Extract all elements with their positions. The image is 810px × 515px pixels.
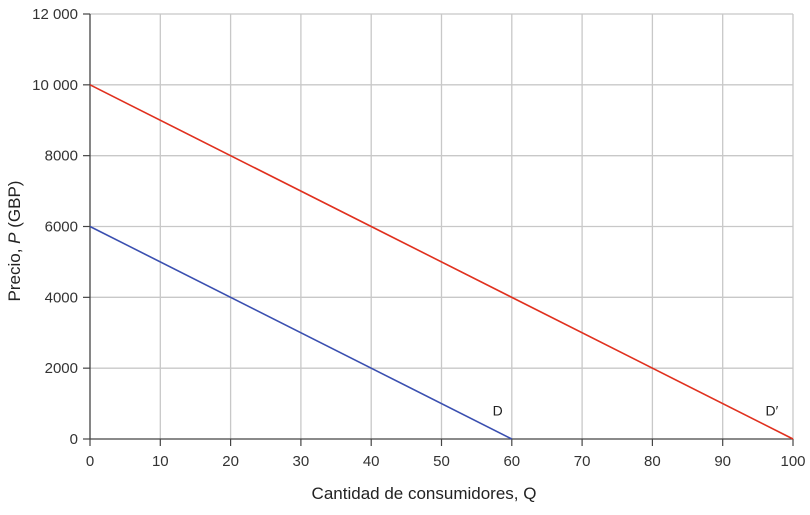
- series-line-2: [89, 84, 794, 440]
- x-tick-label-30: 30: [293, 453, 310, 470]
- x-tick-label-10: 10: [152, 453, 169, 470]
- x-tick-label-0: 0: [86, 453, 94, 470]
- x-tick-label-60: 60: [503, 453, 520, 470]
- x-tick-label-50: 50: [433, 453, 450, 470]
- y-axis-title: Precio, P (GBP): [5, 181, 24, 302]
- y-tick-label-12000: 12 000: [32, 6, 78, 23]
- axes: [83, 13, 794, 446]
- y-tick-label-4000: 4000: [45, 289, 78, 306]
- x-tick-labels: 0 10 20 30 40 50 60 70 80 90 100: [86, 453, 806, 470]
- x-axis-title: Cantidad de consumidores, Q: [312, 484, 537, 503]
- y-axis-title-variable: P: [5, 232, 24, 244]
- x-tick-label-100: 100: [780, 453, 805, 470]
- y-tick-label-0: 0: [70, 431, 78, 448]
- y-tick-labels: 0 2000 4000 6000 8000 10 000 12 000: [32, 6, 78, 448]
- y-axis-title-prefix: Precio,: [5, 244, 24, 302]
- grid: [90, 13, 794, 439]
- series-label-1: D: [493, 403, 503, 419]
- x-tick-label-80: 80: [644, 453, 661, 470]
- series-lines: [89, 84, 794, 440]
- x-tick-label-40: 40: [363, 453, 380, 470]
- series-label-2: D′: [766, 403, 779, 419]
- y-tick-label-10000: 10 000: [32, 77, 78, 94]
- series-line-1: [89, 225, 513, 440]
- y-axis-title-suffix: (GBP): [5, 181, 24, 233]
- x-tick-label-20: 20: [222, 453, 239, 470]
- y-tick-label-6000: 6000: [45, 219, 78, 236]
- y-tick-label-8000: 8000: [45, 148, 78, 165]
- x-tick-label-70: 70: [574, 453, 591, 470]
- y-tick-label-2000: 2000: [45, 360, 78, 377]
- series-labels: D D′: [493, 403, 779, 419]
- x-tick-label-90: 90: [714, 453, 731, 470]
